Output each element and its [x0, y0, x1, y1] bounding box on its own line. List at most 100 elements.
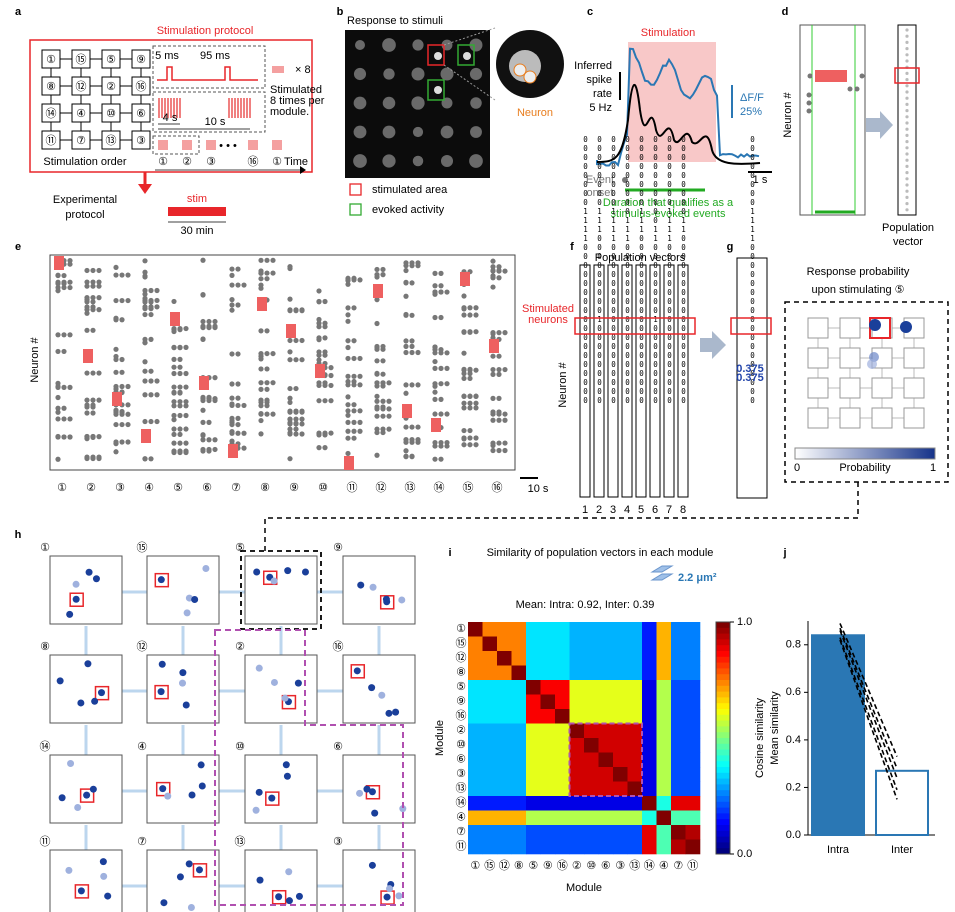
- heatmap-cell: [685, 738, 701, 753]
- event-dot: [496, 440, 502, 446]
- event-dot: [84, 283, 90, 289]
- event-dot: [403, 448, 409, 454]
- event-dot: [235, 421, 241, 428]
- dot: [198, 782, 206, 790]
- heatmap-cell: [555, 709, 570, 724]
- heatmap-cell: [671, 622, 686, 637]
- module-number: ⑯: [136, 80, 147, 93]
- heatmap-cell: [482, 796, 498, 811]
- event-dot: [438, 365, 444, 371]
- event-dot: [125, 383, 131, 390]
- heatmap-cell: [526, 651, 541, 666]
- label: 5: [638, 504, 644, 516]
- row-label: ⑧: [456, 667, 466, 679]
- event-dot: [258, 350, 264, 357]
- event-dot: [183, 384, 189, 390]
- arrow: [866, 111, 893, 139]
- vector-entry: [905, 59, 909, 63]
- heatmap-cell: [569, 636, 585, 652]
- bar: [811, 634, 865, 836]
- neuron-blob: [412, 155, 424, 167]
- col-label: ④: [659, 860, 669, 872]
- event-dot: [328, 372, 334, 379]
- colorbar-step: [716, 662, 730, 669]
- heatmap-cell: [598, 767, 614, 782]
- event-dot: [345, 450, 351, 457]
- event-dot: [374, 452, 380, 458]
- event-dot: [264, 411, 270, 417]
- label: × 8: [295, 64, 311, 76]
- vector-entry: [905, 127, 909, 131]
- label: Population: [882, 222, 934, 234]
- event-dot: [142, 269, 148, 275]
- dot: [255, 788, 263, 796]
- stim-marker: [192, 863, 208, 878]
- event-dot: [55, 380, 61, 386]
- heatmap-cell: [511, 665, 527, 681]
- event-dot: [467, 329, 473, 335]
- stim-marker: [402, 404, 412, 418]
- paired-line: [839, 639, 898, 800]
- heatmap-cell: [569, 767, 585, 782]
- event-dot: [432, 439, 438, 446]
- colorbar-step: [716, 801, 730, 809]
- label: ⑤: [173, 482, 183, 494]
- heatmap-cell: [627, 709, 643, 724]
- event-dot: [148, 456, 154, 462]
- dot: [301, 568, 309, 576]
- event-dot: [380, 413, 386, 419]
- event-dot: [328, 430, 334, 436]
- stim-marker: [379, 595, 395, 610]
- event-dot: [293, 357, 299, 363]
- event-dot: [403, 439, 409, 445]
- heatmap-cell: [584, 723, 599, 739]
- dot: [256, 876, 264, 884]
- train: [248, 140, 258, 150]
- row-label: ⑯: [456, 709, 467, 722]
- dot: [378, 691, 386, 699]
- event-dot: [90, 434, 96, 440]
- label: 95 ms: [200, 50, 230, 62]
- train: [206, 140, 216, 150]
- event-dot: [345, 382, 351, 388]
- event-dot: [270, 270, 276, 276]
- heatmap-cell: [642, 796, 657, 811]
- area-icon: [650, 565, 674, 581]
- colorbar-step: [716, 680, 730, 687]
- vector-box: [677, 264, 689, 498]
- event-dot: [467, 375, 473, 382]
- paired-line: [839, 627, 898, 769]
- heatmap-cell: [671, 810, 686, 826]
- heatmap-cell: [613, 839, 628, 855]
- event-dot: [403, 454, 409, 460]
- event-dot: [55, 281, 61, 287]
- vector-digits: 000000001111000000000000000000: [581, 135, 590, 405]
- heatmap-cell: [511, 680, 527, 695]
- event-dot: [206, 419, 212, 425]
- event-dot: [171, 384, 177, 390]
- event-dot: [345, 355, 351, 362]
- heatmap-cell: [598, 839, 614, 855]
- event-dot: [171, 426, 177, 432]
- event-dot: [374, 393, 380, 399]
- dot: [281, 694, 289, 702]
- event-dot: [258, 431, 264, 437]
- label: Neuron #: [782, 91, 794, 137]
- event-dot: [171, 390, 177, 396]
- dot: [386, 885, 394, 893]
- event-dot: [212, 397, 218, 404]
- dot: [285, 868, 293, 876]
- heatmap-cell: [526, 752, 541, 768]
- label: neurons: [528, 314, 568, 326]
- heatmap-cell: [555, 810, 570, 826]
- stim-marker: [83, 349, 93, 363]
- dot: [83, 791, 91, 799]
- label: ⑨: [289, 482, 299, 494]
- label: ⑯: [333, 640, 344, 653]
- heatmap-cell: [671, 796, 686, 811]
- heatmap-cell: [468, 694, 483, 710]
- event-dot: [374, 266, 380, 273]
- dot: [282, 761, 290, 769]
- event-dot: [432, 365, 438, 371]
- event-dot: [183, 325, 189, 332]
